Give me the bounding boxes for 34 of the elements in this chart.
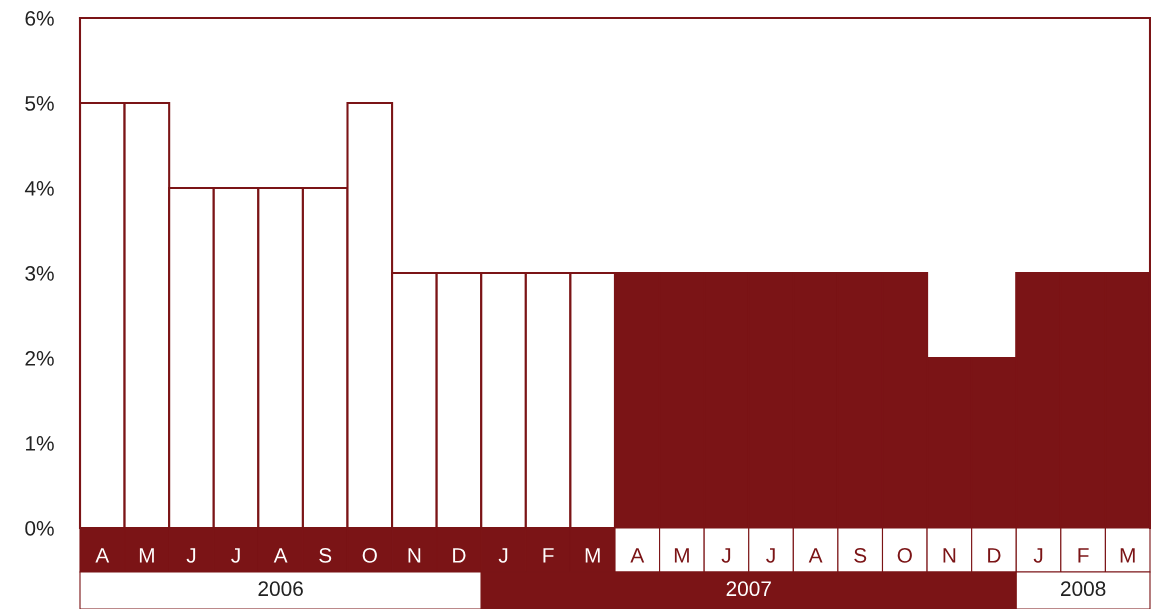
y-tick-label: 1%: [26, 436, 54, 451]
x-tick-label: M: [674, 548, 689, 563]
x-tick-label: J: [1033, 548, 1043, 563]
y-tick-label: 4%: [24, 181, 54, 196]
x-tick-label: A: [95, 548, 110, 563]
x-tick-label: A: [273, 548, 288, 563]
x-tick-label: J: [721, 548, 731, 563]
x-tick-label: O: [362, 547, 377, 563]
x-tick-label: N: [943, 548, 956, 563]
x-tick-label: A: [808, 548, 823, 563]
x-tick-label: F: [1078, 548, 1089, 563]
y-tick-label: 3%: [25, 266, 54, 281]
x-tick-label: M: [139, 548, 154, 563]
x-tick-label: S: [854, 547, 867, 563]
x-tick-label: J: [186, 548, 196, 563]
x-tick-label: J: [231, 548, 240, 563]
x-tick-label: M: [585, 548, 600, 563]
x-tick-label: D: [988, 548, 1001, 563]
x-tick-label: J: [498, 548, 508, 563]
x-tick-label: D: [453, 548, 466, 563]
x-tick-label: O: [897, 547, 912, 563]
x-tick-label: A: [630, 548, 645, 563]
text: 2006: [258, 581, 303, 597]
y-tick-label: 5%: [25, 96, 54, 111]
x-tick-label: S: [319, 547, 332, 563]
x-tick-label: M: [1120, 548, 1135, 563]
x-tick-label: N: [408, 548, 421, 563]
y-tick-label: 6%: [25, 11, 54, 26]
y-tick-label: 0%: [25, 521, 54, 536]
x-tick-label: J: [766, 548, 775, 563]
x-tick-label: F: [543, 548, 554, 563]
text: 2007: [726, 581, 771, 597]
text: 2008: [1061, 581, 1106, 597]
y-tick-label: 2%: [25, 351, 54, 366]
